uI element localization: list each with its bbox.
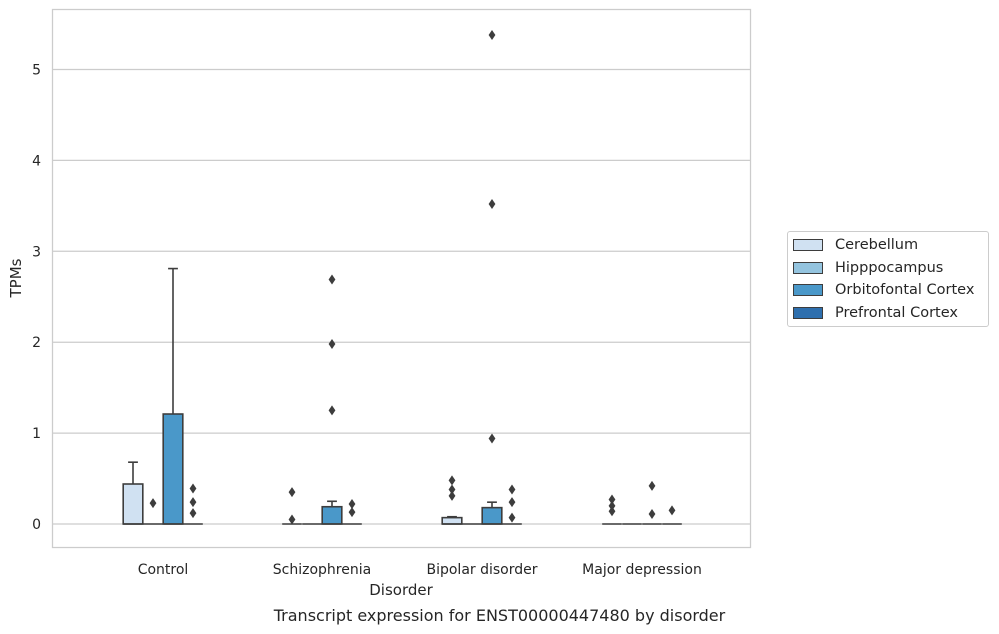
box-group — [602, 494, 622, 525]
outlier-point — [189, 508, 197, 519]
legend-label: Orbitofontal Cortex — [835, 282, 975, 298]
box-group — [321, 274, 343, 525]
y-axis-label: TPMs — [7, 258, 25, 298]
box — [321, 505, 343, 525]
legend-swatch — [793, 284, 823, 296]
outlier-point — [348, 499, 356, 510]
x-tick-labels: Control Schizophrenia Bipolar disorder Majo… — [138, 562, 702, 578]
x-tick-label: Schizophrenia — [273, 562, 371, 578]
outlier-point — [488, 29, 496, 40]
legend-item: Prefrontal Cortex — [793, 303, 958, 323]
box-group — [502, 484, 522, 525]
outlier-point — [288, 487, 296, 498]
outlier-point — [189, 497, 197, 508]
box-group — [143, 498, 163, 525]
outlier-point — [448, 475, 456, 486]
outlier-point — [488, 433, 496, 444]
x-tick-label: Control — [138, 562, 189, 578]
y-tick-label: 2 — [32, 335, 41, 351]
box-group — [441, 475, 463, 525]
legend-item: Hipppocampus — [793, 258, 943, 278]
y-tick-label: 1 — [32, 426, 41, 442]
box-group — [183, 483, 203, 525]
outlier-point — [328, 405, 336, 416]
outlier-point — [189, 483, 197, 494]
legend-swatch — [793, 262, 823, 274]
outlier-point — [608, 500, 616, 511]
legend-item: Cerebellum — [793, 235, 918, 255]
outlier-point — [149, 498, 157, 509]
legend-item: Orbitofontal Cortex — [793, 280, 974, 300]
plot-frame — [51, 8, 752, 549]
outlier-point — [348, 507, 356, 518]
legend-swatch — [793, 239, 823, 251]
legend: Cerebellum Hipppocampus Orbitofontal Cor… — [787, 231, 989, 327]
box-group — [282, 487, 302, 525]
y-tick-label: 0 — [32, 517, 41, 533]
chart-caption: Transcript expression for ENST0000044748… — [273, 606, 726, 625]
outlier-point — [448, 484, 456, 495]
y-tick-label: 4 — [32, 153, 41, 169]
legend-label: Hipppocampus — [835, 260, 944, 276]
outlier-point — [648, 509, 656, 520]
box — [122, 483, 144, 525]
y-tick-label: 5 — [32, 63, 41, 79]
y-tick-labels: 0 1 2 3 4 5 — [32, 63, 41, 534]
outlier-point — [328, 339, 336, 350]
box-group — [481, 29, 503, 525]
outlier-point — [608, 506, 616, 517]
outlier-point — [448, 490, 456, 501]
outlier-point — [508, 497, 516, 508]
x-tick-label: Major depression — [582, 562, 702, 578]
box-group — [662, 505, 682, 525]
boxes-layer — [122, 29, 682, 525]
box-group — [342, 499, 362, 525]
x-axis-label: Disorder — [369, 581, 433, 599]
outlier-point — [508, 512, 516, 523]
gridlines — [52, 68, 751, 525]
legend-label: Prefrontal Cortex — [835, 305, 958, 321]
box-group — [642, 480, 662, 525]
legend-label: Cerebellum — [835, 237, 919, 253]
box — [481, 506, 503, 525]
outlier-point — [288, 514, 296, 525]
outlier-point — [668, 505, 676, 516]
y-tick-label: 3 — [32, 244, 41, 260]
x-tick-label: Bipolar disorder — [426, 562, 537, 578]
outlier-point — [648, 480, 656, 491]
box — [162, 413, 184, 525]
outlier-point — [328, 274, 336, 285]
box-group — [162, 267, 184, 525]
box-group — [122, 461, 144, 525]
outlier-point — [608, 494, 616, 505]
box — [441, 516, 463, 525]
outlier-point — [488, 199, 496, 210]
outlier-point — [508, 484, 516, 495]
legend-swatch — [793, 307, 823, 319]
